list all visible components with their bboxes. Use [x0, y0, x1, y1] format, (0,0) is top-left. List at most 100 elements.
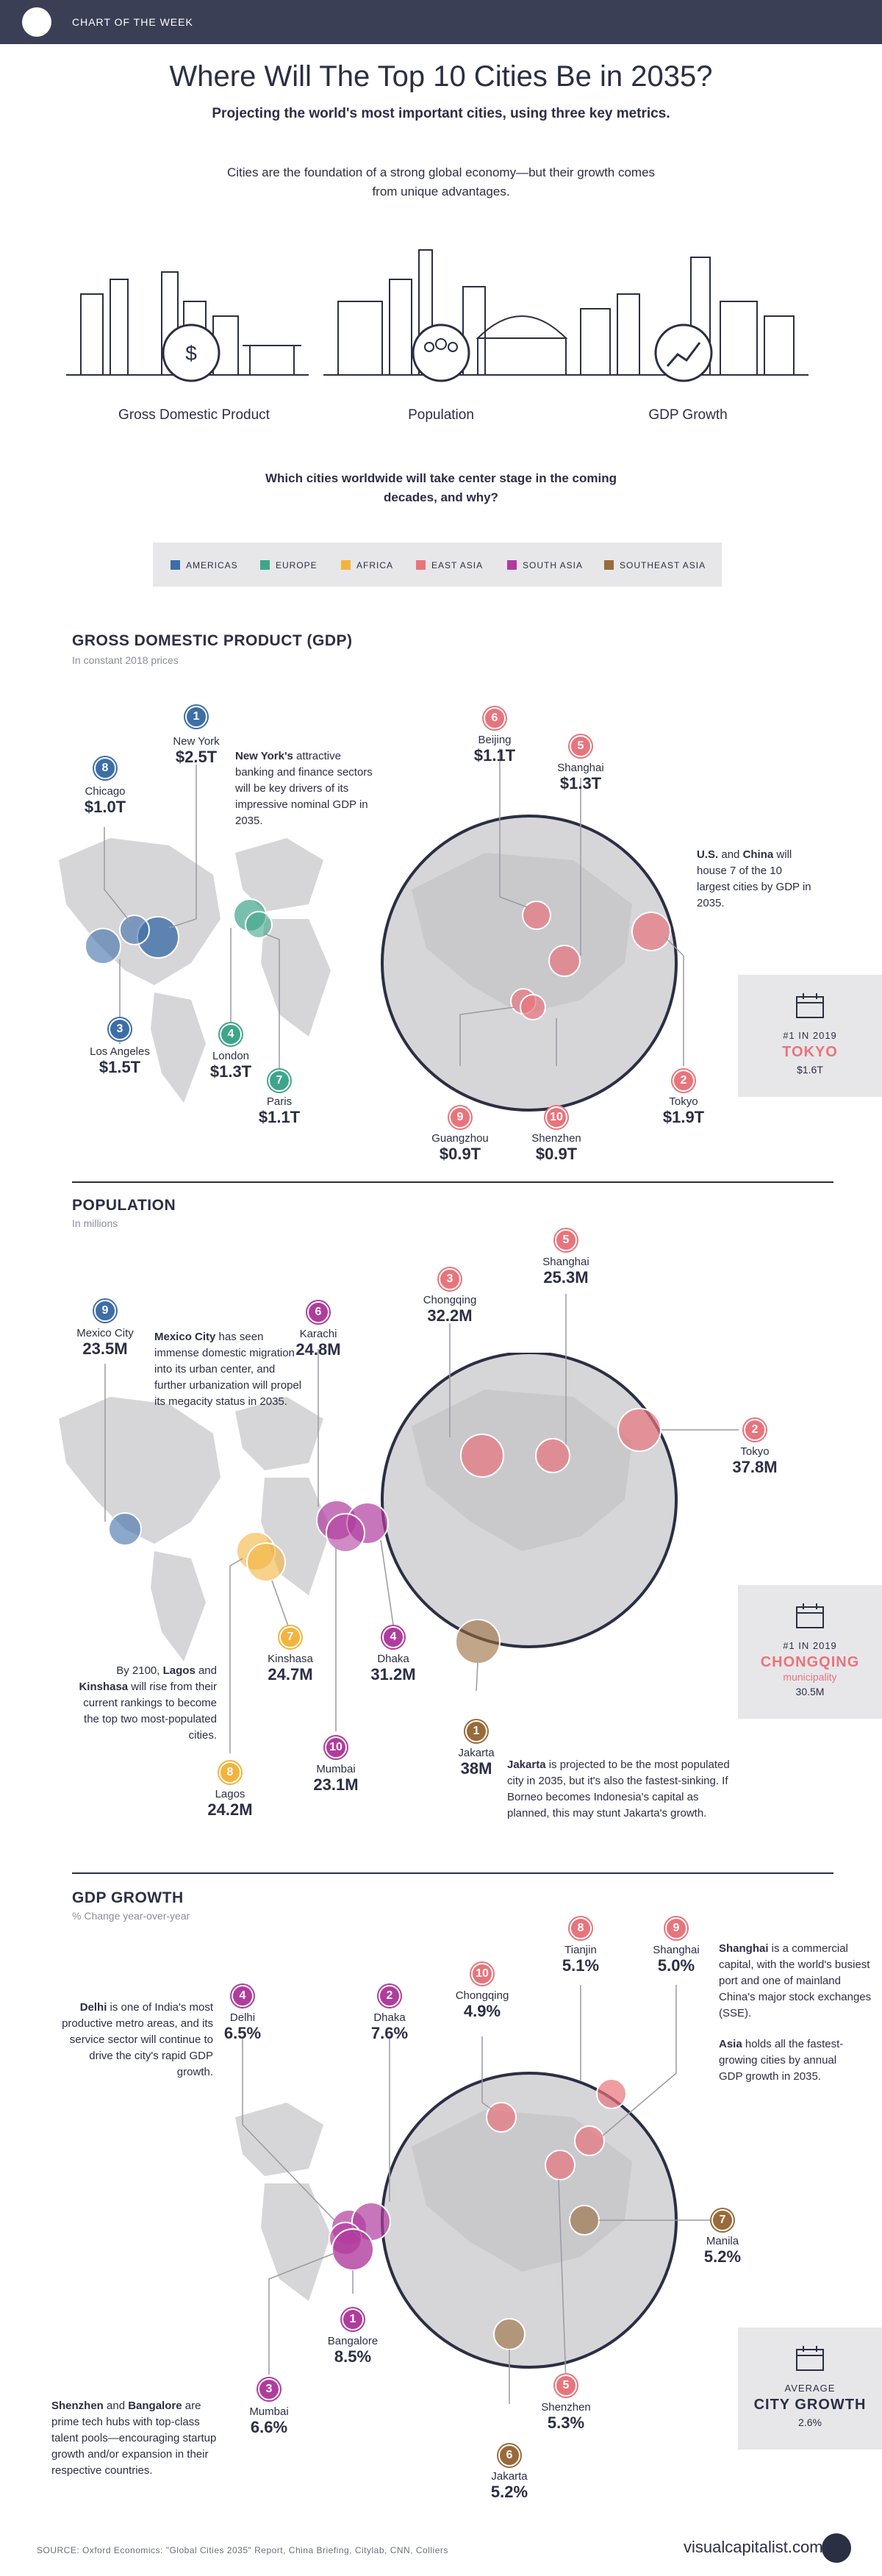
brand-link[interactable]: visualcapitalist.com	[684, 2538, 823, 2556]
question-text: Which cities worldwide will take center …	[265, 471, 617, 504]
pop-bubble-kinshasa	[246, 1542, 286, 1582]
growth-city-mumbai: Mumbai 6.6%	[249, 2405, 289, 2436]
legend-item: AFRICA	[341, 560, 393, 570]
pop-city-mumbai: Mumbai 23.1M	[313, 1763, 359, 1794]
page-title: Where Will The Top 10 Cities Be in 2035?	[169, 60, 713, 93]
growth-delhi-note: Delhi is one of India's most productive …	[62, 2001, 213, 2078]
growth-rank-badge: 10	[471, 1963, 493, 1985]
growth-rank-badge: 9	[665, 1917, 687, 1939]
calendar-icon	[796, 993, 824, 1018]
footer-logo-icon	[822, 2533, 851, 2563]
gdp-bubble-los-angeles	[85, 928, 121, 965]
pop-mexico-note: Mexico City has seen immense domestic mi…	[154, 1331, 302, 1408]
growth-rank-badge: 2	[379, 1985, 401, 2007]
pop-rank-badge: 3	[439, 1268, 461, 1290]
gdp-section-subtitle: In constant 2018 prices	[72, 654, 179, 666]
gdp-city-paris: Paris $1.1T	[258, 1095, 301, 1126]
pop-bubble-mumbai	[326, 1513, 365, 1553]
growth-rank-badge: 7	[711, 2209, 734, 2231]
pop-rank-badge: 9	[94, 1300, 116, 1322]
growth-city-shanghai: Shanghai 5.0%	[653, 1944, 700, 1975]
gdp-city-beijing: Beijing $1.1T	[473, 734, 516, 765]
svg-text:$: $	[185, 342, 197, 365]
top-bar: CHART OF THE WEEK	[0, 0, 882, 44]
pop-city-shanghai: Shanghai 25.3M	[542, 1256, 589, 1287]
growth-rank-badge: 8	[570, 1917, 592, 1939]
gdp-rank-badge: 5	[570, 735, 592, 757]
pop-bubble-shanghai	[535, 1438, 570, 1473]
growth-bubble-shanghai	[574, 2125, 605, 2156]
pop-rank-badge: 1	[465, 1720, 487, 1742]
legend-item: AMERICAS	[171, 560, 238, 570]
pop-bubble-mexico-city	[108, 1512, 142, 1546]
gdp-city-london: London $1.3T	[209, 1050, 252, 1081]
metric-illustrations: $	[66, 249, 808, 382]
source-text: SOURCE: Oxford Economics: "Global Cities…	[37, 2545, 448, 2555]
gdp-rank-badge: 10	[545, 1106, 567, 1128]
pop-city-chongqing: Chongqing 32.2M	[423, 1294, 477, 1325]
gdp-rank-badge: 3	[109, 1018, 131, 1040]
gdp-city-chicago: Chicago $1.0T	[84, 785, 126, 816]
gdp-bubble-shanghai	[548, 945, 581, 977]
pop-africa-note: By 2100, Lagos and Kinshasa will rise fr…	[79, 1664, 217, 1742]
growth-bubble-chongqing	[486, 2102, 517, 2133]
intro-text: Cities are the foundation of a strong gl…	[226, 165, 656, 198]
calendar-icon	[796, 1603, 824, 1628]
pop-jakarta-note: Jakarta is projected to be the most popu…	[507, 1759, 730, 1820]
pop-bubble-chongqing	[460, 1434, 504, 1478]
gdp-bubble-shenzhen	[520, 994, 546, 1020]
gdp-bubble-beijing	[522, 901, 551, 930]
pop-rank-badge: 5	[555, 1229, 577, 1251]
growth-tech-note: Shenzhen and Bangalore are prime tech hu…	[51, 2400, 217, 2477]
metric-growth-label: GDP Growth	[648, 407, 728, 423]
metric-gdp-label: Gross Domestic Product	[118, 407, 270, 423]
growth-section-subtitle: % Change year-over-year	[72, 1910, 190, 1922]
chart-of-the-week-tag: CHART OF THE WEEK	[72, 16, 193, 28]
growth-city-dhaka: Dhaka 7.6%	[370, 2011, 409, 2042]
metric-population-label: Population	[408, 407, 474, 423]
pop-rank-badge: 8	[219, 1761, 241, 1783]
gdp-city-los-angeles: Los Angeles $1.5T	[90, 1045, 150, 1076]
legend-item: EUROPE	[260, 560, 318, 570]
growth-city-chongqing: Chongqing 4.9%	[455, 1989, 509, 2020]
globe-currency-icon	[162, 323, 220, 382]
gdp-new-york-note: New York's attractive banking and financ…	[235, 750, 373, 827]
gdp-rank-badge: 2	[673, 1070, 695, 1092]
gdp-asia-note: U.S. and China will house 7 of the 10 la…	[697, 848, 811, 909]
gdp-city-tokyo: Tokyo $1.9T	[662, 1095, 705, 1126]
gdp-rank-badge: 8	[94, 757, 116, 779]
growth-bubble-jakarta	[493, 2318, 526, 2350]
population-section-subtitle: In millions	[72, 1217, 118, 1229]
growth-bubble-manila	[569, 2205, 600, 2236]
growth-rank-badge: 5	[555, 2375, 577, 2397]
gdp-map	[59, 815, 678, 1112]
pop-rank-badge: 6	[307, 1301, 329, 1323]
population-section-title: POPULATION	[72, 1197, 176, 1214]
growth-asia-note: Asia holds all the fastest-growing citie…	[719, 2038, 844, 2083]
pop-rank-badge: 10	[325, 1736, 347, 1759]
gdp-city-shenzhen: Shenzhen $0.9T	[531, 1132, 581, 1163]
population-map	[59, 1353, 678, 1661]
people-icon	[412, 323, 470, 382]
gdp-bubble-chicago	[119, 915, 150, 945]
pop-city-jakarta: Jakarta 38M	[458, 1747, 495, 1778]
pop-2019-box: #1 IN 2019 CHONGQING municipality 30.5M	[738, 1585, 882, 1719]
legend-item: SOUTHEAST ASIA	[604, 560, 706, 570]
growth-city-delhi: Delhi 6.5%	[223, 2011, 262, 2042]
pop-city-lagos: Lagos 24.2M	[207, 1788, 253, 1819]
growth-bubble-bangalore	[331, 2228, 374, 2271]
growth-shanghai-note: Shanghai is a commercial capital, with t…	[719, 1942, 872, 2019]
growth-rank-badge: 6	[498, 2444, 520, 2466]
legend-item: EAST ASIA	[416, 560, 483, 570]
logo-icon	[22, 7, 51, 37]
growth-city-bangalore: Bangalore 8.5%	[327, 2335, 379, 2366]
growth-bubble-tianjin	[596, 2078, 627, 2109]
growth-city-manila: Manila 5.2%	[703, 2235, 742, 2266]
pop-rank-badge: 4	[382, 1626, 404, 1648]
growth-average-box: AVERAGE CITY GROWTH 2.6%	[738, 2328, 882, 2450]
gdp-rank-badge: 4	[220, 1023, 242, 1045]
region-legend: AMERICAS EUROPE AFRICA EAST ASIA SOUTH A…	[153, 543, 722, 587]
pop-city-tokyo: Tokyo 37.8M	[732, 1445, 778, 1476]
